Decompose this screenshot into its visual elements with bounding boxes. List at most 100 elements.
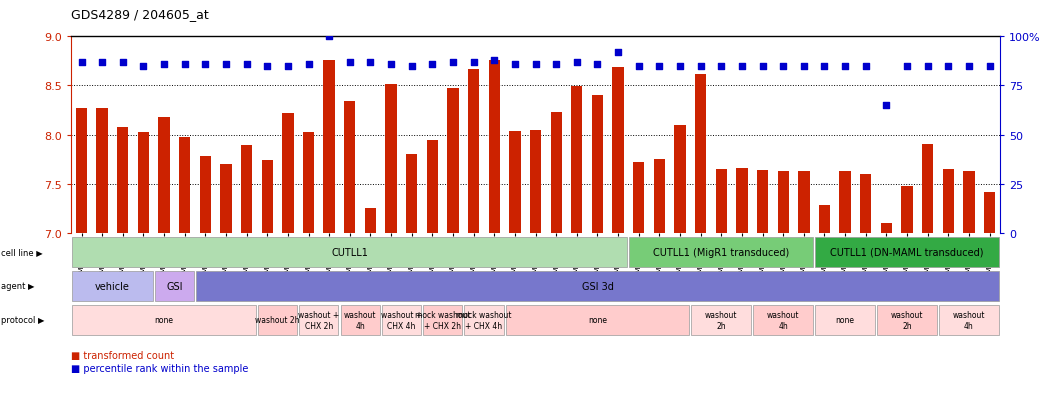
Text: ■ percentile rank within the sample: ■ percentile rank within the sample (71, 363, 248, 373)
Point (816, 63, 832, 70)
Bar (963, 171, 975, 233)
Bar (509, 131, 520, 233)
Bar (984, 192, 996, 233)
Bar (798, 171, 809, 233)
Bar (447, 89, 459, 233)
Bar (736, 169, 748, 233)
Bar (427, 140, 438, 233)
Bar (72, 237, 627, 268)
Bar (922, 145, 933, 233)
Text: none: none (155, 316, 174, 325)
Text: protocol ▶: protocol ▶ (1, 316, 45, 325)
Bar (241, 146, 252, 233)
Bar (629, 237, 814, 268)
Text: none: none (836, 316, 854, 325)
Bar (179, 137, 191, 233)
Point (692, 63, 709, 70)
Bar (324, 61, 335, 233)
Text: washout
4h: washout 4h (953, 311, 985, 330)
Point (114, 59, 131, 66)
Text: none: none (588, 316, 607, 325)
Point (754, 63, 771, 70)
Bar (778, 171, 788, 233)
Bar (303, 132, 314, 233)
Bar (715, 170, 727, 233)
Text: ■ transformed count: ■ transformed count (71, 351, 174, 361)
Point (218, 61, 235, 68)
Point (197, 61, 214, 68)
Bar (695, 74, 707, 233)
Text: washout
4h: washout 4h (767, 311, 800, 330)
Point (135, 63, 152, 70)
Point (548, 61, 564, 68)
Point (507, 61, 524, 68)
Bar (423, 305, 463, 335)
Text: agent ▶: agent ▶ (1, 282, 35, 291)
Text: GSI: GSI (166, 281, 182, 291)
Point (919, 63, 936, 70)
Bar (72, 305, 255, 335)
Bar (691, 305, 751, 335)
Bar (551, 113, 562, 233)
Bar (138, 132, 149, 233)
Point (630, 63, 647, 70)
Point (775, 63, 792, 70)
Text: GDS4289 / 204605_at: GDS4289 / 204605_at (71, 8, 209, 21)
Bar (592, 96, 603, 233)
Bar (465, 305, 504, 335)
Text: washout
2h: washout 2h (705, 311, 737, 330)
Text: CUTLL1 (MigR1 transduced): CUTLL1 (MigR1 transduced) (653, 247, 789, 257)
Bar (942, 170, 954, 233)
Point (528, 61, 544, 68)
Text: CUTLL1 (DN-MAML transduced): CUTLL1 (DN-MAML transduced) (830, 247, 984, 257)
Bar (220, 165, 231, 233)
Text: washout +
CHX 4h: washout + CHX 4h (381, 311, 422, 330)
Bar (674, 126, 686, 233)
Bar (364, 209, 376, 233)
Bar (406, 155, 418, 233)
Point (94, 59, 111, 66)
Bar (344, 102, 356, 233)
Point (589, 61, 606, 68)
Point (403, 63, 420, 70)
Bar (860, 175, 871, 233)
Bar (75, 109, 87, 233)
Bar (262, 161, 273, 233)
Point (940, 63, 957, 70)
Bar (612, 68, 624, 233)
Text: vehicle: vehicle (95, 281, 130, 291)
Point (383, 61, 400, 68)
Point (981, 63, 998, 70)
Bar (572, 87, 582, 233)
Bar (653, 160, 665, 233)
Text: CUTLL1: CUTLL1 (331, 247, 369, 257)
Bar (117, 127, 129, 233)
Point (671, 63, 688, 70)
Point (73, 59, 90, 66)
Bar (840, 171, 851, 233)
Bar (340, 305, 380, 335)
Bar (506, 305, 689, 335)
Bar (489, 61, 499, 233)
Bar (530, 131, 541, 233)
Text: mock washout
+ CHX 4h: mock washout + CHX 4h (456, 311, 512, 330)
Point (837, 63, 853, 70)
Bar (816, 305, 875, 335)
Bar (939, 305, 999, 335)
Bar (819, 206, 830, 233)
Point (878, 102, 895, 109)
Bar (633, 163, 644, 233)
Bar (283, 114, 293, 233)
Bar (881, 223, 892, 233)
Bar (901, 186, 913, 233)
Point (569, 59, 585, 66)
Point (176, 61, 193, 68)
Bar (385, 85, 397, 233)
Point (465, 59, 482, 66)
Point (156, 61, 173, 68)
Point (445, 59, 462, 66)
Bar (382, 305, 421, 335)
Point (362, 59, 379, 66)
Point (259, 63, 275, 70)
Point (960, 63, 977, 70)
